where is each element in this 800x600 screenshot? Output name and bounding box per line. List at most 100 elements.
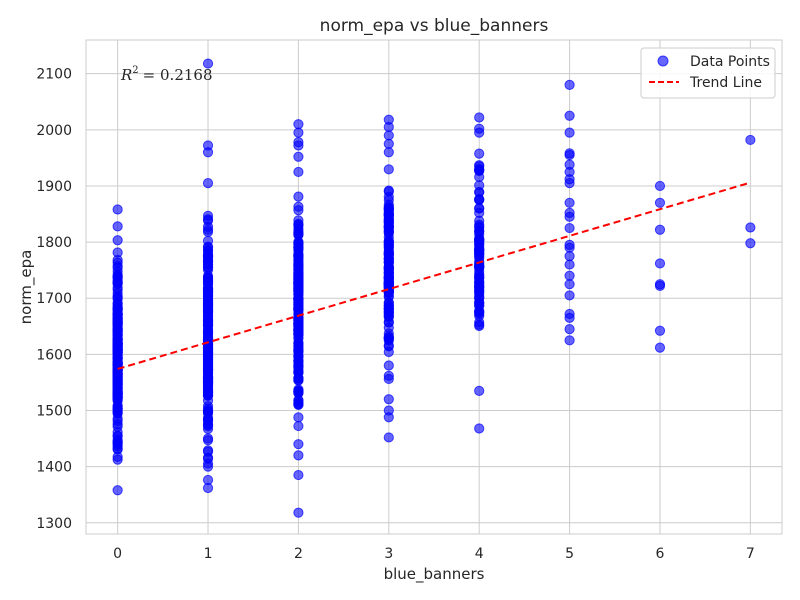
data-point [112, 373, 123, 384]
x-tick-label: 2 [294, 546, 303, 562]
data-point [654, 258, 666, 269]
data-point [293, 507, 304, 518]
data-point [474, 320, 485, 332]
data-point [293, 127, 304, 138]
data-point [202, 210, 214, 221]
data-point [654, 180, 666, 192]
data-point [112, 392, 123, 403]
data-point [383, 186, 394, 197]
data-point [383, 138, 394, 149]
data-point [474, 279, 485, 290]
data-point [202, 334, 214, 345]
data-point [112, 247, 123, 258]
data-point [564, 239, 575, 250]
data-point [654, 342, 666, 353]
data-point [293, 119, 304, 130]
y-tick-label: 1300 [36, 516, 72, 532]
data-point [564, 159, 575, 170]
data-point [293, 166, 304, 178]
data-point [383, 394, 394, 405]
data-point [564, 308, 575, 320]
data-point [202, 375, 214, 386]
data-point [202, 405, 214, 416]
r-exponent: 2 [132, 65, 138, 76]
data-point [564, 324, 575, 335]
data-point [202, 287, 214, 299]
data-points [112, 58, 756, 518]
data-point [383, 271, 394, 282]
legend-marker-points [657, 55, 669, 67]
data-point [383, 164, 394, 175]
data-point [474, 203, 485, 214]
data-point [564, 79, 575, 91]
data-point [293, 280, 304, 291]
data-point [654, 197, 666, 208]
data-point [564, 222, 575, 234]
data-point [112, 357, 123, 368]
data-point [383, 147, 394, 158]
data-point [293, 351, 304, 362]
x-tick-label: 0 [113, 546, 122, 562]
data-point [474, 306, 485, 317]
data-point [564, 290, 575, 301]
x-tick-label: 3 [384, 546, 393, 562]
data-point [202, 257, 214, 268]
legend-label-trend: Trend Line [689, 75, 762, 91]
data-point [383, 130, 394, 141]
y-tick-label: 1900 [36, 179, 72, 195]
data-point [293, 137, 304, 148]
data-point [383, 412, 394, 423]
data-point [654, 279, 666, 290]
data-point [564, 110, 575, 121]
data-point [293, 412, 304, 423]
data-point [202, 435, 214, 446]
y-tick-label: 1700 [36, 291, 72, 307]
y-tick-label: 2000 [36, 123, 72, 139]
data-point [383, 432, 394, 443]
data-point [293, 205, 304, 216]
data-point [474, 385, 485, 396]
data-point [293, 225, 304, 236]
data-point [383, 216, 394, 228]
data-point [383, 232, 394, 243]
data-point [112, 454, 123, 465]
legend-box [640, 47, 776, 99]
x-tick-label: 1 [204, 546, 213, 562]
legend: Data Points Trend Line [640, 47, 776, 99]
data-point [293, 263, 304, 275]
data-point [112, 235, 123, 246]
data-point [564, 335, 575, 346]
y-tick-label: 1600 [36, 347, 72, 363]
data-point [474, 148, 485, 159]
x-axis-label: blue_banners [384, 565, 485, 584]
data-point [474, 165, 485, 177]
data-point [293, 386, 304, 397]
data-point [202, 147, 214, 158]
data-point [654, 325, 666, 336]
data-point [202, 297, 214, 308]
data-point [293, 439, 304, 450]
chart-title: norm_epa vs blue_banners [320, 16, 549, 36]
data-point [383, 262, 394, 273]
data-point [202, 359, 214, 370]
data-point [202, 319, 214, 330]
data-point [564, 259, 575, 270]
data-point [112, 204, 123, 215]
data-point [112, 342, 123, 353]
data-point [293, 302, 304, 313]
data-point [383, 302, 394, 314]
x-tick-label: 6 [656, 546, 665, 562]
data-point [112, 313, 123, 324]
data-point [293, 397, 304, 408]
y-tick-label: 1400 [36, 460, 72, 476]
y-tick-label: 1500 [36, 404, 72, 420]
data-point [564, 127, 575, 138]
data-point [202, 349, 214, 360]
tick-labels: 0 1 2 3 4 5 6 7 1300 1400 1500 1600 1700 1800 1900 2000… [36, 67, 754, 562]
data-point [112, 485, 123, 496]
data-point [474, 226, 485, 238]
data-point [202, 178, 214, 189]
data-point [474, 112, 485, 123]
